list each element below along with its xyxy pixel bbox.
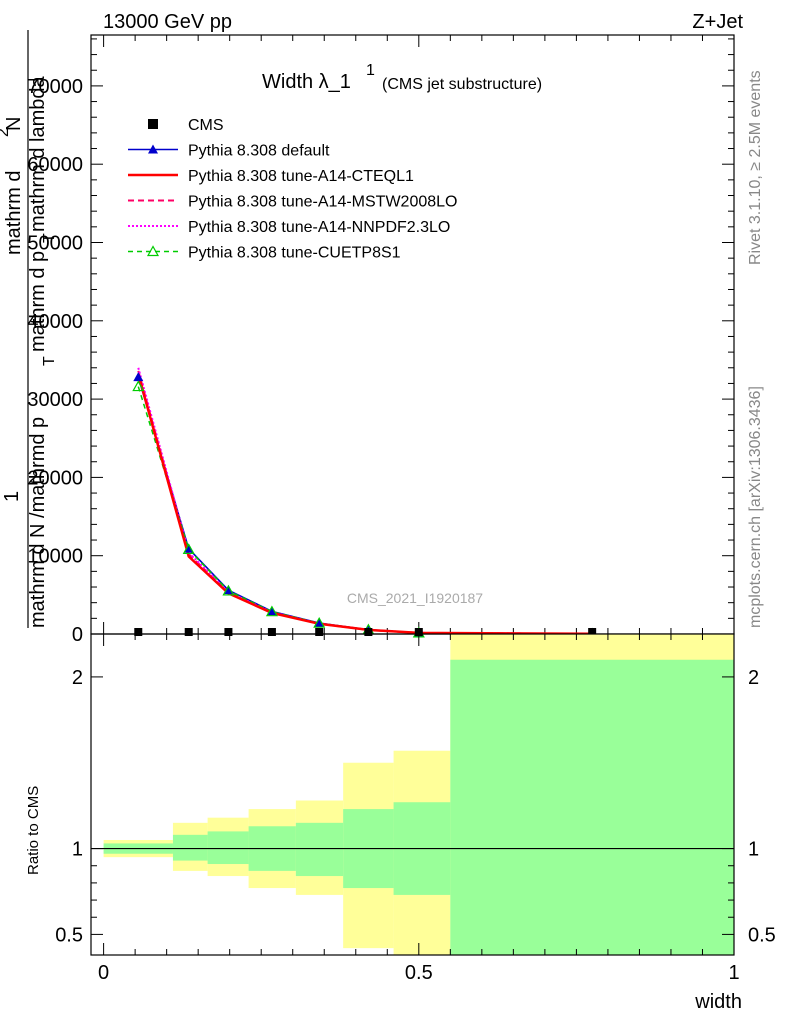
rivet-label: Rivet 3.1.10, ≥ 2.5M events [747, 70, 764, 265]
main-ytick-label: 60000 [27, 154, 83, 176]
main-ytick-label: 20000 [27, 467, 83, 489]
main-ytick-label: 10000 [27, 546, 83, 568]
ratio-ylabel: Ratio to CMS [25, 786, 42, 875]
cuetp8s1-point [222, 584, 235, 596]
main-ytick-label: 40000 [27, 311, 83, 333]
cms-data-point [315, 628, 324, 636]
ratio-xtick-label: 0 [98, 962, 109, 984]
default-point [266, 606, 277, 616]
header-beam-label: 13000 GeV pp [103, 11, 232, 33]
plot-title-main: Width λ_1 [262, 71, 351, 93]
ratio-inner-band-bin [450, 659, 734, 955]
main-ytick-label: 70000 [27, 76, 83, 98]
default-point [133, 372, 144, 382]
ratio-bands [91, 634, 734, 955]
legend: CMS Pythia 8.308 default Pythia 8.308 tune… [128, 117, 457, 262]
cuetp8s1-point [132, 380, 145, 392]
legend-label-cuetp8s1: Pythia 8.308 tune-CUETP8S1 [188, 245, 401, 262]
default-point [314, 618, 325, 628]
legend-entry-default: Pythia 8.308 default [128, 143, 330, 160]
legend-marker-default [148, 144, 158, 154]
legend-label-a14_cteql1: Pythia 8.308 tune-A14-CTEQL1 [188, 168, 414, 185]
svg-text:Width λ_1: Width λ_1 [262, 71, 351, 93]
plot-title: Width λ_1 1 (CMS jet substructure) [262, 62, 542, 93]
legend-entry-a14_mstw: Pythia 8.308 tune-A14-MSTW2008LO [128, 194, 457, 211]
ratio-ytick-label-left: 0.5 [55, 924, 83, 946]
ratio-inner-band-bin [207, 831, 249, 865]
cms-data-point [224, 628, 233, 636]
series-line-a14_cteql1 [137, 373, 593, 636]
legend-label-a14_mstw: Pythia 8.308 tune-A14-MSTW2008LO [188, 194, 457, 211]
cms-data-point [588, 628, 597, 636]
ratio-xtick-label: 0.5 [405, 962, 433, 984]
legend-entry-cuetp8s1: Pythia 8.308 tune-CUETP8S1 [128, 245, 401, 262]
ratio-ytick-label-right: 0.5 [748, 924, 776, 946]
ratio-inner-band-bin [172, 834, 208, 861]
analysis-watermark: CMS_2021_I1920187 [347, 590, 483, 606]
ylabel-numerator-power: 2 [0, 128, 12, 137]
legend-marker-cms [148, 119, 158, 129]
default-point [183, 543, 194, 553]
legend-marker-cuetp8s1 [146, 245, 160, 257]
ratio-inner-band-bin [295, 822, 344, 877]
ylabel-denominator-sub: T [41, 356, 58, 366]
ylabel-denominator: mathrm d N /mathrmd p [27, 417, 49, 628]
plot-title-note: (CMS jet substructure) [382, 76, 542, 93]
ratio-ytick-label-left: 2 [72, 667, 83, 689]
header-process-label: Z+Jet [692, 11, 743, 33]
series-line-a14_nnpdf [137, 367, 593, 635]
ratio-xtick-label: 1 [728, 962, 739, 984]
legend-label-a14_nnpdf: Pythia 8.308 tune-A14-NNPDF2.3LO [188, 219, 450, 236]
cms-data-point [267, 628, 276, 636]
legend-entry-a14_cteql1: Pythia 8.308 tune-A14-CTEQL1 [128, 168, 414, 185]
ratio-ytick-label-left: 1 [72, 839, 83, 861]
main-ytick-label: 50000 [27, 232, 83, 254]
main-ylabel: 1 mathrm d N /mathrmd p T mathrm d 2 N m… [0, 30, 58, 628]
legend-entry-a14_nnpdf: Pythia 8.308 tune-A14-NNPDF2.3LO [128, 219, 450, 236]
legend-label-default: Pythia 8.308 default [188, 143, 330, 160]
ratio-ytick-label-right: 2 [748, 667, 759, 689]
main-ytick-label: 0 [72, 624, 83, 646]
cms-data-point [364, 628, 373, 636]
ylabel-one: 1 [1, 491, 23, 502]
cms-data-point [414, 628, 423, 636]
ylabel-numerator-d: mathrm d [3, 171, 25, 255]
ratio-xlabel: width [694, 991, 742, 1013]
default-point [223, 585, 234, 595]
ylabel-numerator-n: N [3, 117, 25, 131]
ratio-plot-frame: 0.5 0.5 1 1 2 2 0 0.5 1 [55, 633, 776, 984]
main-plot-frame: 0 10000 20000 30000 40000 50000 60000 70000 [27, 34, 735, 646]
legend-entry-cms: CMS [148, 117, 224, 134]
ylabel-denominator-dp-sub: T [41, 233, 58, 243]
ratio-ytick-label-right: 1 [748, 839, 759, 861]
cuetp8s1-point [313, 616, 326, 628]
plot-title-sup: 1 [366, 62, 375, 79]
cuetp8s1-point [182, 543, 195, 555]
ylabel-denominator-dp: mathrm d p [27, 251, 49, 352]
ylabel-denominator-lambda: mathrm d lambda [27, 76, 49, 232]
cms-data-point [134, 628, 143, 636]
cuetp8s1-point [265, 605, 278, 617]
ratio-frame-box [90, 633, 735, 956]
mcplots-label: mcplots.cern.ch [arXiv:1306.3436] [747, 386, 764, 628]
main-ytick-label: 30000 [27, 389, 83, 411]
cms-data-point [184, 628, 193, 636]
legend-label-cms: CMS [188, 117, 224, 134]
